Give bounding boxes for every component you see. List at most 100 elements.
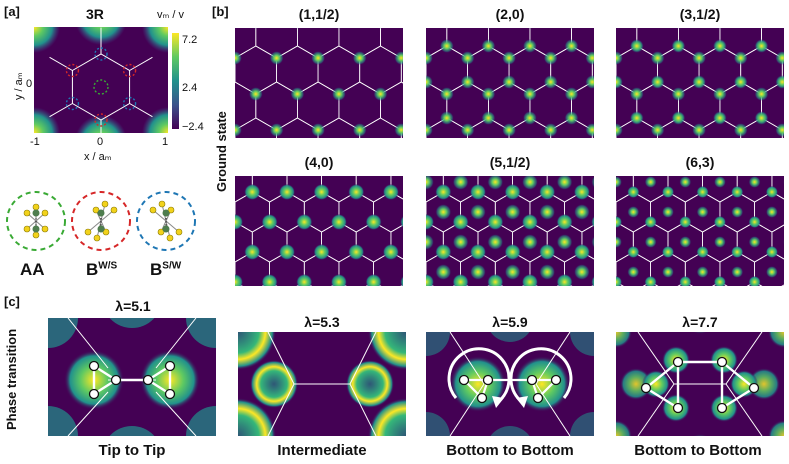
particle-density xyxy=(692,51,707,65)
particle-density xyxy=(235,214,243,230)
particle-density xyxy=(765,206,778,218)
particle-density xyxy=(679,176,692,188)
particle-density xyxy=(394,51,403,65)
metal-atom xyxy=(32,209,40,217)
particle-density xyxy=(504,184,521,200)
particle-density xyxy=(452,176,469,190)
particle-density xyxy=(775,123,784,137)
particle-density xyxy=(671,111,686,125)
particle-density xyxy=(522,87,537,101)
chalcogen-atom xyxy=(32,203,40,211)
particle-density xyxy=(521,176,538,190)
particle-density xyxy=(629,87,644,101)
particle-density xyxy=(754,87,769,101)
particle-node xyxy=(716,402,728,414)
particle-density xyxy=(521,234,538,250)
particle-density xyxy=(484,28,493,29)
transition-map-bottom-1 xyxy=(426,332,594,436)
chalcogen-atom xyxy=(166,234,174,242)
particle-density xyxy=(376,28,385,29)
panel-a-xlabel: x / aₘ xyxy=(84,151,112,163)
particle-density xyxy=(269,123,284,137)
particle-density xyxy=(783,279,784,285)
particle-density xyxy=(426,234,434,250)
particle-density xyxy=(543,75,558,89)
particle-density xyxy=(502,51,517,65)
particle-density xyxy=(526,28,534,29)
bsw-site-marker xyxy=(65,96,80,111)
background-density xyxy=(186,406,216,436)
particle-density xyxy=(765,186,778,198)
particle-density xyxy=(539,244,556,260)
density-peak xyxy=(768,420,784,436)
cell-edge-line xyxy=(129,103,153,118)
particle-density xyxy=(481,39,496,53)
particle-density xyxy=(616,176,622,188)
particle-density xyxy=(261,214,278,230)
metal-atom xyxy=(32,225,40,233)
panel-c-title-4: λ=7.7 xyxy=(682,314,718,330)
lattice-cell xyxy=(581,224,594,260)
chalcogen-atom xyxy=(41,209,49,217)
particle-density xyxy=(556,214,573,230)
particle-density xyxy=(692,123,707,137)
particle-density xyxy=(573,204,590,220)
ground-state-map-1 xyxy=(235,28,403,138)
particle-density xyxy=(279,184,295,200)
particle-node xyxy=(164,388,176,400)
particle-density xyxy=(469,204,486,220)
ground-state-map-3 xyxy=(616,28,784,138)
particle-density xyxy=(426,176,434,190)
particle-density xyxy=(435,184,452,200)
particle-density xyxy=(556,176,573,190)
particle-density xyxy=(585,123,594,137)
particle-density xyxy=(661,266,674,278)
cell-edge-line xyxy=(129,56,153,71)
particle-density xyxy=(748,216,761,228)
particle-density xyxy=(573,244,590,260)
chalcogen-atom xyxy=(167,206,175,214)
particle-density xyxy=(616,123,623,137)
particle-density xyxy=(731,266,744,278)
density-ring xyxy=(238,332,276,370)
potential-maximum xyxy=(142,107,168,133)
particle-density xyxy=(591,235,594,249)
particle-density xyxy=(504,204,521,220)
density-ring xyxy=(368,332,406,370)
background-density xyxy=(109,426,155,436)
particle-density xyxy=(252,28,260,29)
particle-density xyxy=(696,186,709,198)
stacking-label-bsw: BS/W xyxy=(150,260,182,279)
lattice-cell xyxy=(771,224,784,260)
chalcogen-atom xyxy=(157,228,165,236)
potential-maximum xyxy=(34,27,60,53)
particle-density xyxy=(502,123,517,137)
lattice-cell xyxy=(373,251,403,286)
particle-density xyxy=(662,246,674,258)
particle-density xyxy=(435,264,452,280)
particle-density xyxy=(470,184,486,200)
particle-node xyxy=(458,374,470,386)
particle-density xyxy=(481,87,496,101)
particle-node xyxy=(672,356,684,368)
caption-intermediate: Intermediate xyxy=(277,442,367,459)
background-density xyxy=(490,332,530,342)
particle-density xyxy=(235,51,242,65)
particle-density xyxy=(629,111,644,125)
particle-density xyxy=(783,239,784,245)
particle-density xyxy=(335,28,343,29)
particle-density xyxy=(311,123,326,137)
lattice-cell xyxy=(564,251,594,286)
ground-state-map-5 xyxy=(426,176,594,286)
density-ring xyxy=(238,398,276,436)
particle-density xyxy=(426,123,433,137)
panel-b-title-6: (6,3) xyxy=(685,154,715,170)
density-peak xyxy=(616,332,632,348)
particle-density xyxy=(504,244,521,260)
particle-density xyxy=(573,264,590,280)
chalcogen-atom xyxy=(32,231,40,239)
particle-density xyxy=(662,186,674,198)
particle-density xyxy=(365,214,382,230)
metal-atom xyxy=(162,209,170,217)
particle-density xyxy=(629,39,644,53)
